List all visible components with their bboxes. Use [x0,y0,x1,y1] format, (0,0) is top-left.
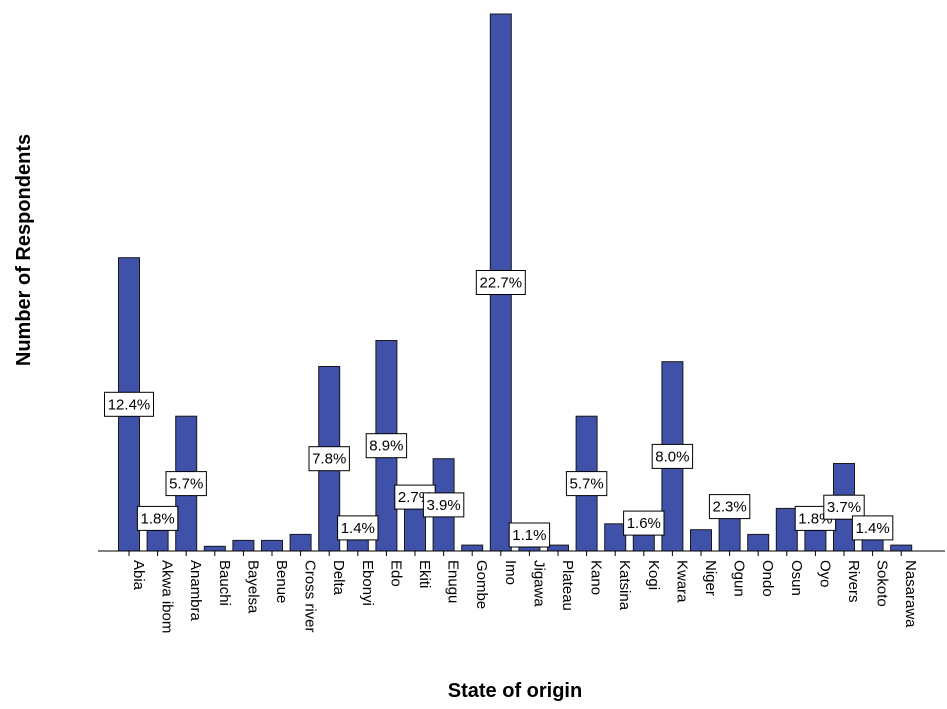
x-tick-label: Imo [502,560,519,585]
data-label-text: 3.7% [827,499,861,516]
bar-ondo [747,533,770,552]
x-tick-label: Gombe [473,560,490,609]
x-tick-label: Benue [273,560,290,603]
x-tick-label: Oyo [816,560,833,588]
data-label-text: 12.4% [108,396,151,413]
x-tick-label: Rivers [845,560,862,603]
x-tick-label: Kwara [673,560,690,603]
x-tick-label: Akwa ibom [159,560,176,633]
x-tick-labels: Abia Akwa ibom Anambra Bauchi Bayelsa Benue Cr… [128,551,919,633]
data-label-text: 1.4% [855,520,889,537]
data-label-text: 1.1% [512,527,546,544]
data-label-box [422,492,465,518]
x-tick-label: Bauchi [216,560,233,606]
data-label-box [508,522,551,548]
data-label-box [104,391,154,417]
data-label: 3.9% [422,492,465,518]
x-tick-label: Nasarawa [902,560,919,628]
data-label-text: 22.7% [480,275,523,292]
data-label-text: 5.7% [169,476,203,493]
data-label-text: 7.8% [312,451,346,468]
data-label: 12.4% [104,391,154,417]
x-tick-label: Kogi [645,560,662,590]
data-label: 1.4% [851,515,894,541]
bar-osun [775,507,798,552]
data-label-box [851,515,894,541]
data-label: 2.3% [708,494,751,520]
x-tick-label: Ebonyi [359,560,376,606]
x-tick-label: Ekiti [416,560,433,588]
data-label-text: 1.8% [140,510,174,527]
x-tick-label: Sokoto [874,560,891,607]
x-tick-label: Anambra [187,560,204,622]
x-tick-label: Bayelsa [244,560,261,614]
bar-benue [261,539,283,552]
data-label-box [623,510,665,536]
data-label-text: 1.6% [627,515,661,532]
x-tick-label: Ogun [731,560,748,597]
data-label: 1.1% [508,522,551,548]
data-label: 1.6% [623,510,665,536]
data-labels: 12.4%1.8%5.7%7.8%1.4%8.9%2.7%3.9%22.7%1.… [104,270,894,548]
x-tick-label: Katsina [616,560,633,611]
bar-niger [690,529,712,552]
data-label-text: 1.4% [341,520,375,537]
data-label: 7.8% [308,446,350,472]
bar-nasarawa [890,544,913,552]
data-label-box [337,515,379,541]
bar-plateau [547,544,569,552]
data-label-box [708,494,751,520]
data-label: 1.8% [136,505,179,531]
data-label-box [823,494,865,520]
data-label-text: 5.7% [569,476,603,493]
data-label-text: 3.9% [426,497,460,514]
x-tick-label: Plateau [559,560,576,611]
data-label-box [651,443,694,469]
data-label: 5.7% [165,471,207,497]
data-label: 8.9% [365,433,408,459]
data-label: 8.0% [651,443,694,469]
data-label-box [365,433,408,459]
data-label-text: 8.9% [369,438,403,455]
x-tick-label: Niger [702,560,719,596]
x-tick-label: Edo [387,560,404,587]
data-label-box [475,270,526,295]
x-tick-label: Osun [788,560,805,596]
x-tick-label: Delta [330,560,347,596]
x-tick-label: Abia [130,560,147,591]
x-tick-label: Jigawa [530,560,547,607]
bar-gombe [461,544,484,552]
data-label: 22.7% [475,270,526,295]
data-label: 1.4% [337,515,379,541]
data-label-box [136,505,179,531]
x-tick-label: Cross river [302,560,319,633]
data-label-box [565,471,608,497]
bar-katsina [604,523,627,552]
x-tick-label: Enugu [445,560,462,603]
data-label-box [308,446,350,472]
x-tick-label: Ondo [759,560,776,597]
bar-bayelsa [232,539,255,552]
x-tick-label: Kano [588,560,605,595]
bar-bauchi [203,545,226,552]
y-axis-label: Number of Respondents [13,134,35,366]
data-label-text: 8.0% [655,448,689,465]
data-label: 5.7% [565,471,608,497]
data-label-box [165,471,207,497]
data-label-text: 2.3% [712,499,746,516]
bar-cross-river [289,533,312,552]
data-label: 3.7% [823,494,865,520]
x-axis-label: State of origin [448,680,582,702]
